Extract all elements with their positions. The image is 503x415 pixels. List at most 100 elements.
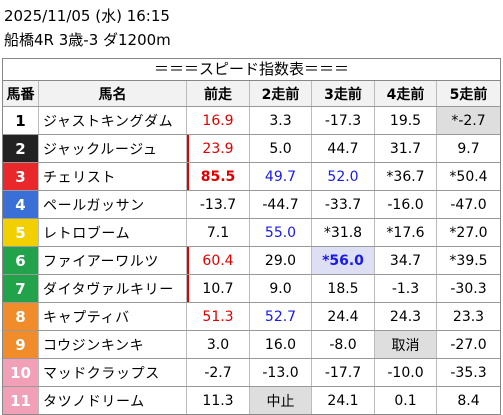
col-header-last: 前走: [187, 81, 250, 106]
speed-index-cell: *36.7: [375, 163, 437, 190]
horse-number: 9: [3, 331, 39, 358]
horse-name: ファイアーワルツ: [39, 247, 187, 274]
speed-index-cell: *17.6: [375, 219, 437, 246]
speed-index-cell: *31.8: [312, 219, 375, 246]
speed-index-cell: -17.7: [312, 359, 375, 386]
horse-number: 8: [3, 303, 39, 330]
speed-index-cell: 55.0: [250, 219, 312, 246]
horse-number: 11: [3, 387, 39, 414]
table-row: 4 ペールガッサン -13.7 -44.7 -33.7 -16.0 -47.0: [3, 191, 500, 219]
speed-index-cell: -13.0: [250, 359, 312, 386]
speed-index-cell: -10.0: [375, 359, 437, 386]
speed-index-cell: 8.4: [457, 392, 480, 409]
speed-index-cell: 52.7: [250, 303, 312, 330]
speed-index-cell: -1.3: [375, 275, 437, 302]
horse-number: 10: [3, 359, 39, 386]
horse-number: 3: [3, 163, 39, 190]
speed-index-cell: -33.7: [312, 191, 375, 218]
speed-index-cell: *27.0: [449, 224, 488, 241]
horse-number: 2: [3, 135, 39, 162]
speed-index-cell: *56.0: [312, 247, 375, 274]
horse-number: 5: [3, 219, 39, 246]
speed-index-cell: 44.7: [312, 135, 375, 162]
speed-index-cell: 29.0: [250, 247, 312, 274]
table-row: 8 キャプティバ 51.3 52.7 24.4 24.3 23.3: [3, 303, 500, 331]
speed-index-cell: 5.0: [250, 135, 312, 162]
speed-index-cell: -2.7: [187, 359, 250, 386]
horse-name: ジャックルージュ: [39, 135, 187, 162]
col-header-3back: 3走前: [312, 81, 375, 106]
horse-number: 4: [3, 191, 39, 218]
horse-number: 7: [3, 275, 39, 302]
speed-index-cell: -35.3: [450, 364, 487, 381]
horse-name: マッドクラップス: [39, 359, 187, 386]
speed-index-cell: -44.7: [250, 191, 312, 218]
race-info: 船橋4R 3歳-3 ダ1200m: [4, 31, 171, 49]
speed-index-cell: 51.3: [187, 303, 250, 330]
speed-index-cell: -17.3: [312, 107, 375, 134]
speed-index-cell: *39.5: [449, 252, 488, 269]
speed-index-cell: 85.5: [187, 163, 250, 190]
speed-index-cell: 24.4: [312, 303, 375, 330]
horse-name: レトロブーム: [39, 219, 187, 246]
speed-index-cell: 24.1: [312, 387, 375, 414]
speed-index-cell: 34.7: [375, 247, 437, 274]
speed-index-cell: 18.5: [312, 275, 375, 302]
table-row: 10 マッドクラップス -2.7 -13.0 -17.7 -10.0 -35.3: [3, 359, 500, 387]
horse-name: ペールガッサン: [39, 191, 187, 218]
table-row: 3 チェリスト 85.5 49.7 52.0 *36.7 *50.4: [3, 163, 500, 191]
table-row: 9 コウジンキンキ 3.0 16.0 -8.0 取消 -27.0: [3, 331, 500, 359]
speed-index-cell: 中止: [250, 387, 312, 414]
table-row: 5 レトロブーム 7.1 55.0 *31.8 *17.6 *27.0: [3, 219, 500, 247]
speed-index-table: ＝＝＝スピード指数表＝＝＝ 馬番 馬名 前走 2走前 3走前 4走前 5走前 1…: [2, 58, 501, 415]
speed-index-cell: 23.3: [452, 308, 485, 325]
table-row: 7 ダイタヴァルキリー 10.7 9.0 18.5 -1.3 -30.3: [3, 275, 500, 303]
table-row: 2 ジャックルージュ 23.9 5.0 44.7 31.7 9.7: [3, 135, 500, 163]
horse-name: チェリスト: [39, 163, 187, 190]
speed-index-cell: 16.9: [187, 107, 250, 134]
col-header-5back: 5走前: [449, 86, 488, 103]
speed-index-cell: 49.7: [250, 163, 312, 190]
speed-index-cell: 7.1: [187, 219, 250, 246]
table-row: 6 ファイアーワルツ 60.4 29.0 *56.0 34.7 *39.5: [3, 247, 500, 275]
col-header-name: 馬名: [39, 81, 187, 106]
col-header-number: 馬番: [3, 81, 39, 106]
horse-name: ジャストキングダム: [39, 107, 187, 134]
col-header-2back: 2走前: [250, 81, 312, 106]
speed-index-cell: 19.5: [375, 107, 437, 134]
speed-index-cell: 11.3: [187, 387, 250, 414]
race-datetime: 2025/11/05 (水) 16:15: [4, 7, 170, 25]
horse-number: 6: [3, 247, 39, 274]
speed-index-cell: -30.3: [450, 280, 487, 297]
speed-index-cell: *-2.7: [437, 107, 500, 134]
horse-name: コウジンキンキ: [39, 331, 187, 358]
speed-index-cell: 24.3: [375, 303, 437, 330]
speed-index-cell: 0.1: [375, 387, 437, 414]
speed-index-cell: 3.0: [187, 331, 250, 358]
speed-index-cell: 取消: [375, 331, 437, 358]
horse-number: 1: [3, 107, 39, 134]
table-row: 11 タツノドリーム 11.3 中止 24.1 0.1 8.4: [3, 387, 500, 414]
speed-index-cell: *50.4: [449, 168, 488, 185]
speed-index-cell: 52.0: [312, 163, 375, 190]
speed-index-cell: -13.7: [187, 191, 250, 218]
speed-index-cell: 23.9: [187, 135, 250, 162]
speed-index-cell: 16.0: [250, 331, 312, 358]
speed-index-cell: 10.7: [187, 275, 250, 302]
table-header-row: 馬番 馬名 前走 2走前 3走前 4走前 5走前: [3, 81, 500, 107]
speed-index-cell: -8.0: [312, 331, 375, 358]
speed-index-cell: 31.7: [375, 135, 437, 162]
speed-index-cell: -27.0: [450, 336, 487, 353]
horse-name: タツノドリーム: [39, 387, 187, 414]
speed-index-cell: 3.3: [250, 107, 312, 134]
table-title: ＝＝＝スピード指数表＝＝＝: [3, 59, 500, 81]
speed-index-cell: 9.7: [457, 140, 480, 157]
col-header-4back: 4走前: [375, 81, 437, 106]
speed-index-cell: 60.4: [187, 247, 250, 274]
horse-name: ダイタヴァルキリー: [39, 275, 187, 302]
speed-index-cell: -47.0: [450, 196, 487, 213]
table-row: 1 ジャストキングダム 16.9 3.3 -17.3 19.5 *-2.7: [3, 107, 500, 135]
speed-index-cell: -16.0: [375, 191, 437, 218]
speed-index-cell: 9.0: [250, 275, 312, 302]
table-body: 1 ジャストキングダム 16.9 3.3 -17.3 19.5 *-2.7 2 ジャックルージュ…: [3, 107, 500, 414]
